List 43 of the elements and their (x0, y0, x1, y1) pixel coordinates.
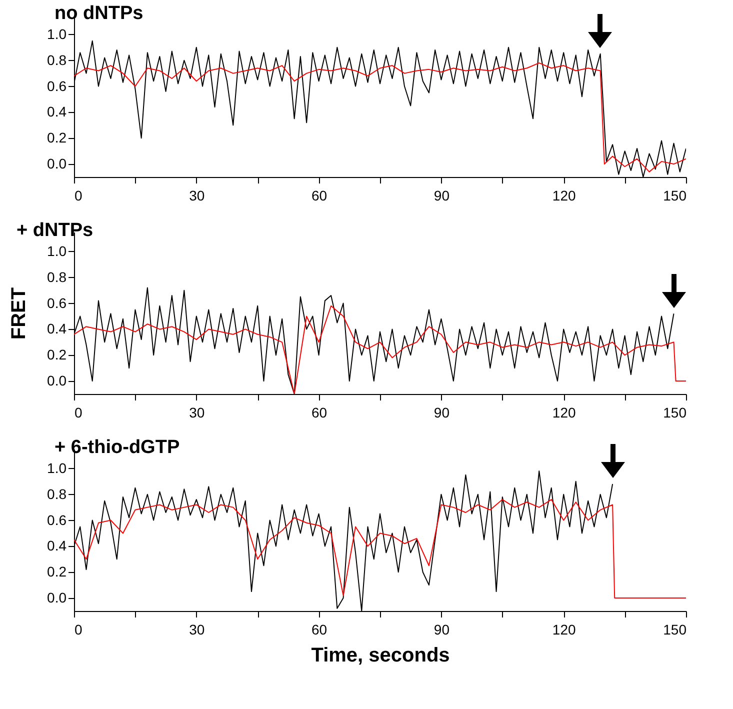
y-tick-label: 0.0 (47, 590, 67, 606)
x-tick-label: 60 (312, 622, 328, 638)
x-tick-label: 30 (189, 622, 205, 638)
y-tick-label: 0.4 (47, 104, 67, 120)
y-tick-label: 0.8 (47, 268, 67, 285)
y-tick-label: 0.8 (47, 52, 67, 68)
y-tick-label: 1.0 (47, 460, 67, 476)
x-tick-label: 30 (189, 188, 205, 204)
line-series (74, 62, 686, 172)
y-tick-label: 0.4 (47, 320, 67, 337)
y-tick-label: 0.6 (47, 78, 67, 94)
x-tick-label: 60 (312, 404, 328, 420)
x-tick-label: 90 (434, 622, 450, 638)
x-tick-label: 90 (434, 404, 450, 420)
y-tick-label: 0.6 (47, 512, 67, 528)
chart-title: + 6-thio-dGTP (54, 437, 180, 458)
chart-title: + dNTPs (16, 220, 94, 241)
y-tick-label: 0.6 (47, 294, 67, 311)
y-tick-label: 1.0 (47, 242, 67, 259)
x-tick-label: 150 (663, 622, 687, 638)
x-tick-label: 30 (189, 404, 205, 420)
chart-title: no dNTPs (54, 3, 144, 24)
y-tick-label: 1.0 (47, 26, 67, 42)
x-tick-label: 120 (552, 622, 576, 638)
x-tick-label: 0 (74, 404, 82, 420)
x-tick-label: 90 (434, 188, 450, 204)
x-tick-label: 0 (74, 188, 82, 204)
y-tick-label: 0.0 (47, 372, 67, 389)
x-tick-label: 60 (312, 188, 328, 204)
x-tick-label: 150 (663, 188, 687, 204)
y-tick-label: 0.2 (47, 130, 67, 146)
y-tick-label: 0.4 (47, 538, 67, 554)
y-tick-label: 0.2 (47, 564, 67, 580)
line-series (74, 499, 686, 599)
y-tick-label: 0.2 (47, 346, 67, 363)
x-tick-label: 120 (552, 404, 576, 420)
y-tick-label: 0.8 (47, 486, 67, 502)
x-tick-label: 120 (552, 188, 576, 204)
y-tick-label: 0.0 (47, 156, 67, 172)
y-axis-title: FRET (8, 287, 30, 340)
x-axis-title: Time, seconds (311, 644, 450, 666)
x-tick-label: 0 (74, 622, 82, 638)
x-tick-label: 150 (663, 404, 687, 420)
